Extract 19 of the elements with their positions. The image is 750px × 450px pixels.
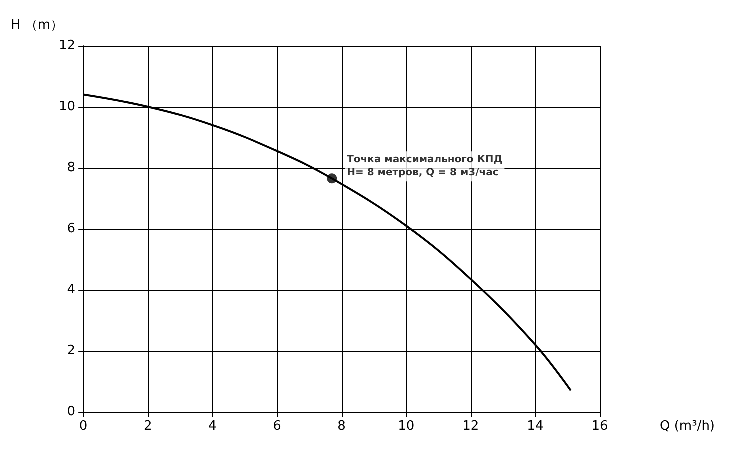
y-tick-label: 8	[67, 160, 76, 176]
y-tick-label: 0	[67, 404, 76, 420]
x-tick-label: 12	[462, 419, 480, 434]
y-tick-label: 10	[59, 100, 76, 114]
y-axis-title: H （m）	[10, 18, 64, 33]
x-tick-label: 4	[208, 419, 217, 434]
x-axis-title: Q (m³/h)	[660, 419, 716, 434]
y-tick-label: 4	[67, 282, 76, 298]
x-tick-label: 8	[338, 419, 346, 434]
x-tick-label: 2	[144, 419, 152, 434]
y-tick-label: 2	[67, 344, 76, 358]
y-tick-label: 6	[67, 222, 76, 236]
x-tick-label: 6	[273, 419, 282, 434]
x-tick-label: 10	[398, 419, 415, 434]
x-tick-label: 14	[527, 419, 544, 434]
x-tick-label: 0	[79, 419, 88, 434]
y-tick-label: 12	[59, 38, 76, 54]
x-tick-label: 16	[592, 419, 608, 434]
annotation: Точка максимального КПД H= 8 метров, Q = 8 м3/час	[347, 154, 503, 179]
